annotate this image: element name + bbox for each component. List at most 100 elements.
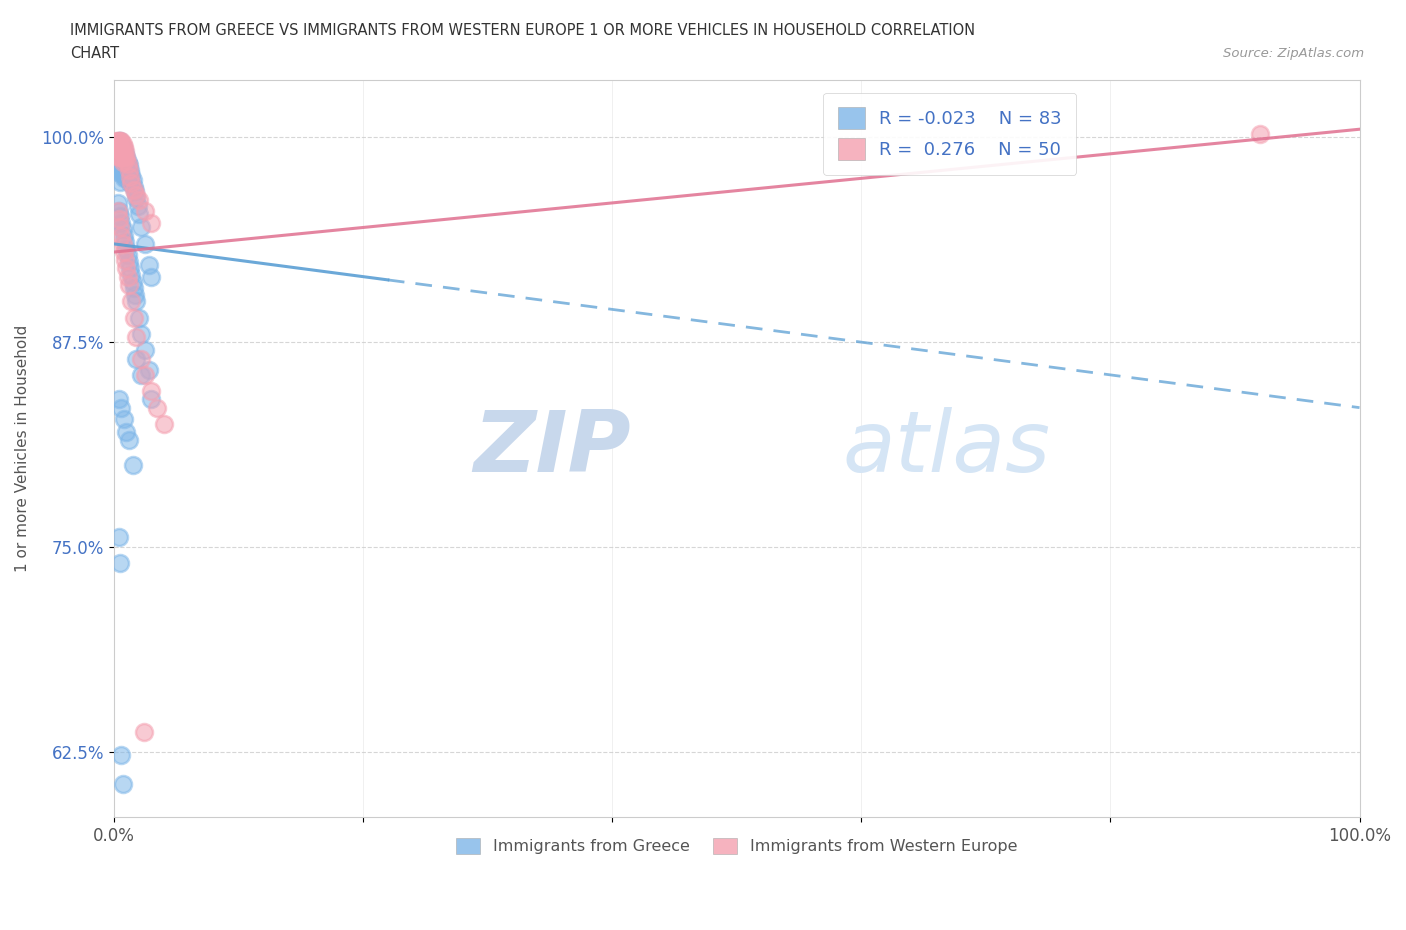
Text: Source: ZipAtlas.com: Source: ZipAtlas.com xyxy=(1223,46,1364,60)
Point xyxy=(114,234,136,249)
Point xyxy=(138,258,160,272)
Point xyxy=(108,150,131,165)
Point xyxy=(122,182,145,197)
Point xyxy=(120,268,142,283)
Point xyxy=(107,195,129,210)
Point xyxy=(134,343,156,358)
Point xyxy=(118,277,141,292)
Point xyxy=(127,199,149,214)
Point xyxy=(111,166,134,181)
Point xyxy=(114,153,136,167)
Point xyxy=(129,220,152,235)
Point xyxy=(1249,126,1271,141)
Point xyxy=(118,171,141,186)
Point xyxy=(146,400,169,415)
Point xyxy=(129,326,152,341)
Point xyxy=(117,156,139,171)
Point xyxy=(107,146,129,161)
Point xyxy=(111,221,134,236)
Point xyxy=(107,133,129,148)
Point xyxy=(121,458,143,472)
Point xyxy=(141,392,163,407)
Point xyxy=(117,248,139,263)
Point xyxy=(107,204,129,219)
Point xyxy=(114,253,136,268)
Point xyxy=(110,133,132,148)
Point xyxy=(105,141,128,156)
Point xyxy=(129,367,152,382)
Point xyxy=(141,215,163,230)
Point xyxy=(120,167,142,182)
Point xyxy=(112,412,135,427)
Point xyxy=(108,158,131,173)
Point xyxy=(120,294,142,309)
Point xyxy=(141,384,163,399)
Point xyxy=(125,191,148,206)
Text: atlas: atlas xyxy=(842,407,1050,490)
Point xyxy=(120,176,142,191)
Point xyxy=(108,208,131,223)
Point xyxy=(110,145,132,160)
Point xyxy=(111,148,134,163)
Point xyxy=(108,141,131,156)
Point xyxy=(112,171,135,186)
Point xyxy=(112,140,135,154)
Point xyxy=(121,274,143,289)
Point xyxy=(117,166,139,181)
Text: CHART: CHART xyxy=(70,46,120,61)
Point xyxy=(108,204,131,219)
Point xyxy=(124,287,146,302)
Text: ZIP: ZIP xyxy=(474,407,631,490)
Point xyxy=(108,133,131,148)
Point xyxy=(112,228,135,243)
Point xyxy=(125,294,148,309)
Point xyxy=(110,137,132,152)
Point xyxy=(112,152,135,166)
Point xyxy=(134,367,156,382)
Point xyxy=(111,140,134,154)
Point xyxy=(115,150,138,165)
Point xyxy=(110,150,132,165)
Point xyxy=(122,281,145,296)
Point xyxy=(107,154,129,169)
Point xyxy=(107,139,129,153)
Point xyxy=(108,150,131,165)
Point xyxy=(128,310,150,325)
Point xyxy=(134,204,156,219)
Point xyxy=(108,133,131,148)
Point xyxy=(118,261,141,276)
Point xyxy=(108,143,131,158)
Point xyxy=(108,166,131,181)
Point xyxy=(108,133,131,148)
Point xyxy=(105,133,128,148)
Point xyxy=(138,363,160,378)
Point xyxy=(141,269,163,284)
Point xyxy=(115,425,138,440)
Point xyxy=(108,556,131,571)
Point xyxy=(111,145,134,160)
Point xyxy=(125,351,148,365)
Point xyxy=(115,261,138,276)
Point xyxy=(115,159,138,174)
Point xyxy=(121,173,143,188)
Point xyxy=(111,777,134,791)
Point xyxy=(115,171,138,186)
Point xyxy=(105,146,128,161)
Point xyxy=(122,310,145,325)
Point xyxy=(108,212,131,227)
Point xyxy=(129,351,152,365)
Point xyxy=(134,236,156,251)
Point xyxy=(122,179,145,194)
Point xyxy=(118,169,141,184)
Point xyxy=(117,269,139,284)
Point xyxy=(110,748,132,763)
Point xyxy=(110,141,132,156)
Point xyxy=(108,150,131,165)
Point xyxy=(118,433,141,448)
Point xyxy=(118,163,141,178)
Legend: Immigrants from Greece, Immigrants from Western Europe: Immigrants from Greece, Immigrants from … xyxy=(450,831,1024,860)
Point xyxy=(115,150,138,165)
Point xyxy=(118,176,141,191)
Point xyxy=(128,193,150,207)
Point xyxy=(110,163,132,178)
